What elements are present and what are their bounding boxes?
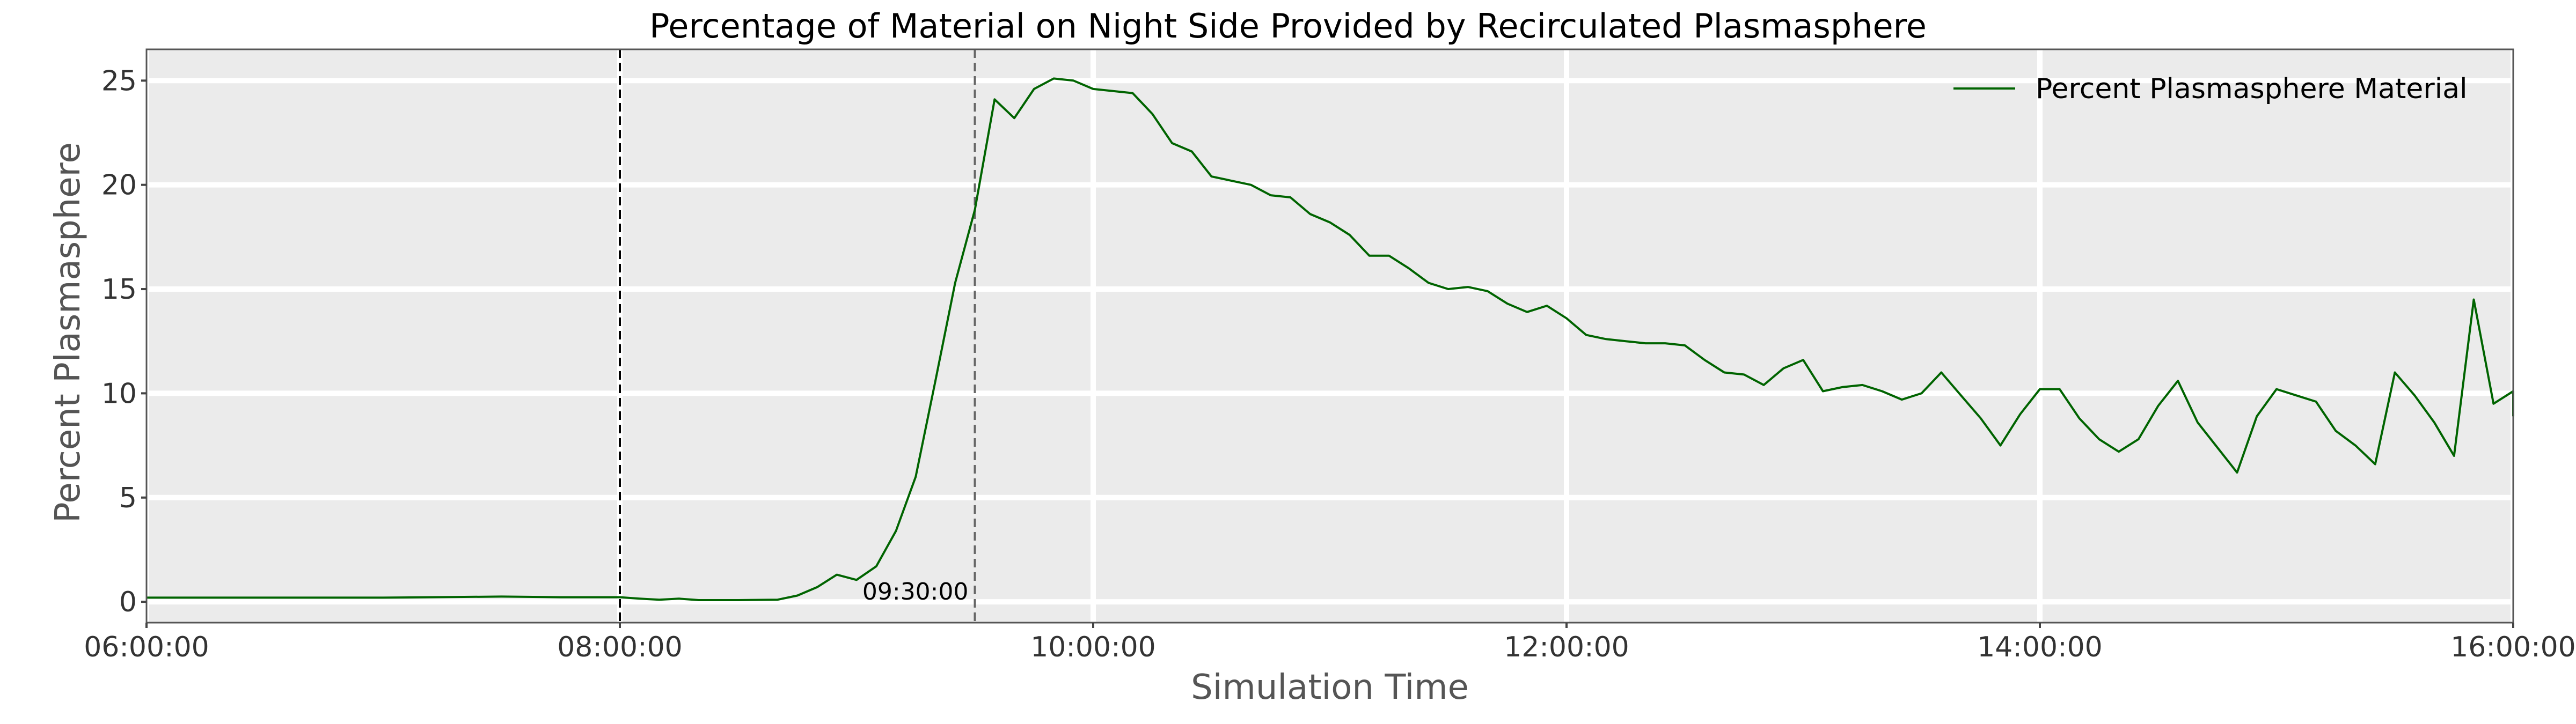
x-tick-label: 08:00:00 (557, 631, 683, 663)
plot-frame (145, 48, 2514, 624)
x-tick-label: 14:00:00 (1977, 631, 2103, 663)
series-line (147, 77, 2514, 601)
y-tick-label: 5 (119, 482, 137, 514)
x-tick-label: 06:00:00 (84, 631, 209, 663)
y-tick-label: 10 (101, 378, 137, 410)
x-tick-label: 10:00:00 (1030, 631, 1156, 663)
y-tick-label: 15 (101, 274, 137, 306)
reference-lines: 09:30:00 (619, 49, 976, 623)
axis-ticks: 0 5 10 15 20 25 06:00:00 08:00:00 10:00:00 12:00:… (84, 65, 2576, 663)
chart-title: Percentage of Material on Night Side Pro… (649, 6, 1927, 46)
legend: Percent Plasmasphere Material (1953, 73, 2468, 105)
y-tick-label: 0 (119, 586, 137, 618)
y-axis-label: Percent Plasmasphere (48, 142, 88, 523)
y-tick-label: 25 (101, 65, 137, 97)
x-tick-label: 16:00:00 (2450, 631, 2576, 663)
vline-label: 09:30:00 (862, 578, 969, 605)
series-layer (147, 77, 2514, 601)
x-tick-label: 12:00:00 (1504, 631, 1629, 663)
y-tick-label: 20 (101, 169, 137, 202)
plot-area (147, 49, 2513, 623)
x-axis-label: Simulation Time (1191, 668, 1469, 707)
legend-label: Percent Plasmasphere Material (2036, 73, 2468, 105)
